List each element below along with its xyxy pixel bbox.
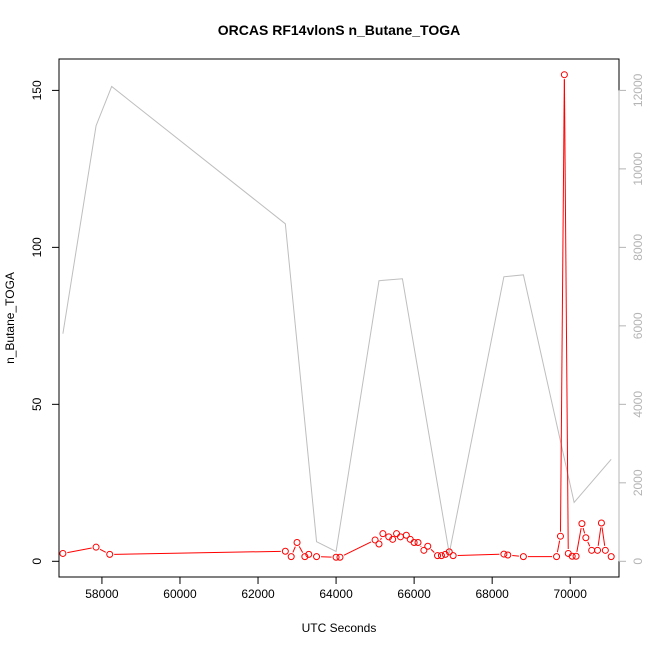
series-segment	[512, 554, 519, 557]
series-segment	[582, 527, 586, 534]
data-point	[301, 553, 309, 561]
data-point	[375, 540, 383, 548]
x-axis-label: UTC Seconds	[302, 621, 377, 635]
data-point	[410, 538, 418, 546]
y-tick-label: 150	[30, 80, 44, 100]
series-segment	[563, 79, 569, 549]
data-point	[519, 553, 527, 561]
data-point	[281, 547, 289, 555]
series-segment	[457, 553, 500, 557]
x-tick-label: 64000	[319, 587, 353, 601]
y2-tick-label: 4000	[631, 391, 645, 418]
data-point	[389, 535, 397, 543]
series-segment	[380, 537, 382, 541]
series-right-axis	[62, 85, 612, 554]
data-point	[420, 546, 428, 554]
data-point	[437, 552, 445, 560]
data-point	[434, 552, 442, 560]
x-tick-label: 66000	[397, 587, 431, 601]
series-segment	[601, 527, 606, 546]
data-point	[371, 536, 379, 544]
y2-tick-label: 0	[631, 558, 645, 565]
x-axis: 58000 60000 62000 64000 66000 68000 70000	[85, 576, 588, 601]
data-point	[553, 553, 561, 561]
series-segment	[343, 541, 372, 556]
data-point	[379, 530, 387, 538]
data-point	[601, 546, 609, 554]
data-point	[500, 550, 508, 558]
x-tick-label: 68000	[475, 587, 509, 601]
series-left-axis	[59, 71, 615, 561]
y2-tick-label: 12000	[631, 73, 645, 107]
y2-tick-label: 6000	[631, 312, 645, 339]
y2-tick-label: 8000	[631, 234, 645, 261]
series-segment	[67, 547, 92, 554]
series-segment	[298, 546, 304, 553]
data-point	[578, 520, 586, 528]
data-point	[424, 542, 432, 550]
data-point	[332, 553, 340, 561]
data-point	[504, 551, 512, 559]
y-axis-right: 0 2000 4000 6000 8000 10000 12000	[618, 73, 645, 565]
series-segment	[114, 550, 281, 555]
series-segment	[556, 540, 561, 553]
x-tick-label: 62000	[241, 587, 275, 601]
data-point	[106, 550, 114, 558]
y-axis-left: 0 50 100 150	[30, 80, 60, 565]
data-point	[582, 534, 590, 542]
y-tick-label: 0	[30, 558, 44, 565]
data-point	[556, 532, 564, 540]
y-tick-label: 50	[30, 397, 44, 411]
series-segment	[430, 548, 435, 553]
data-point	[293, 538, 301, 546]
series-segment	[99, 548, 106, 553]
data-point	[336, 553, 344, 561]
series-segment	[587, 541, 591, 547]
data-point	[402, 531, 410, 539]
data-point	[560, 71, 568, 79]
data-point	[59, 549, 67, 557]
y-axis-label: n_Butane_TOGA	[3, 272, 17, 364]
data-point	[92, 543, 100, 551]
chart-title: ORCAS RF14vlonS n_Butane_TOGA	[218, 22, 460, 38]
series-line	[62, 85, 612, 554]
x-tick-label: 60000	[163, 587, 197, 601]
data-point	[445, 548, 453, 556]
data-point	[414, 538, 422, 546]
data-point	[568, 552, 576, 560]
x-tick-label: 70000	[554, 587, 588, 601]
series-segment	[576, 527, 582, 552]
data-point	[607, 553, 615, 561]
data-point	[572, 552, 580, 560]
data-point	[597, 519, 605, 527]
series-segment	[560, 79, 565, 532]
series-segment	[292, 546, 296, 553]
data-point	[594, 546, 602, 554]
data-point	[313, 553, 321, 561]
y2-tick-label: 2000	[631, 469, 645, 496]
data-point	[305, 550, 313, 558]
data-point	[287, 553, 295, 561]
x-tick-label: 58000	[85, 587, 119, 601]
series-segment	[597, 527, 602, 546]
y2-tick-label: 10000	[631, 152, 645, 186]
y-tick-label: 100	[30, 237, 44, 257]
data-point	[449, 552, 457, 560]
